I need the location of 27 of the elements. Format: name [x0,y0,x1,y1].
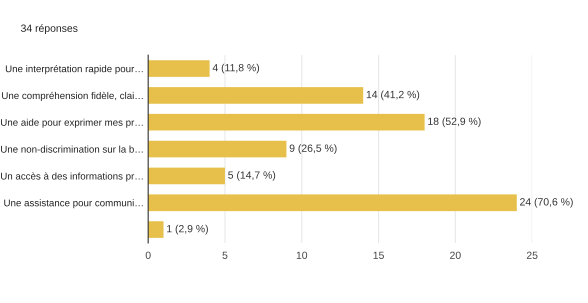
data-label: 4 (11,8 %) [212,64,260,74]
x-tick-label: 0 [146,252,151,259]
bar [148,168,225,184]
bar [148,87,364,104]
y-tick-label: Une aide pour exprimer mes pr… [1,118,143,128]
y-tick-label: Une interprétation rapide pour… [6,64,143,74]
x-tick-label: 5 [222,252,228,259]
x-tick-label: 15 [374,252,384,259]
data-label: 9 (26,5 %) [290,144,337,154]
data-label: 24 (70,6 %) [520,198,573,208]
bar [148,221,164,238]
data-label: 5 (14,7 %) [228,171,276,181]
bar [148,140,286,158]
y-tick-label: Un accès à des informations pr… [1,172,143,182]
data-label: 18 (52,9 %) [428,117,481,128]
y-tick-label: Une compréhension fidèle, clai… [2,92,143,101]
y-tick-label: Une assistance pour communi… [4,199,143,208]
text: 34 réponses [20,24,78,34]
data-label: 14 (41,2 %) [366,90,420,100]
data-label: 1 (2,9 %) [167,224,208,234]
bar [148,60,210,77]
x-tick-label: 10 [296,252,308,259]
x-tick-label: 25 [526,252,538,259]
bar [148,194,517,212]
x-tick-label: 20 [450,252,461,259]
bar [148,114,425,131]
y-tick-label: Une non-discrimination sur la b… [1,146,143,153]
